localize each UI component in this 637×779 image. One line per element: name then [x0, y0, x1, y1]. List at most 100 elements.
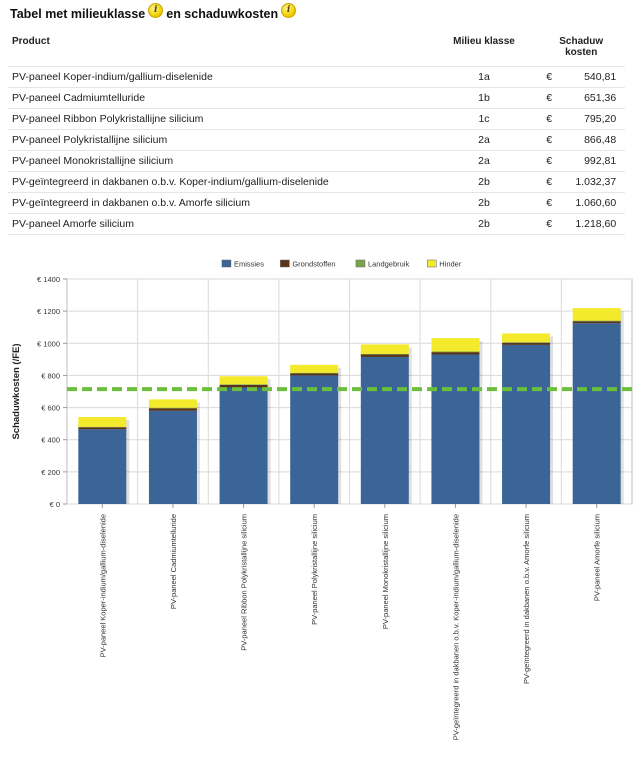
chart-plot-area: € 0 € 200 € 400 € 600 € 800 € 1000 € 1200 € 140…: [11, 275, 633, 740]
x-tick-label: PV-paneel Amorfe silicium: [593, 514, 602, 601]
bar-emissies: [148, 410, 197, 504]
info-icon-2[interactable]: i: [281, 2, 297, 18]
x-tick-label: PV-geïntegreerd in dakbanen o.b.v. Koper…: [451, 514, 460, 740]
bar-hinder: [78, 417, 127, 427]
x-tick-label: PV-paneel Ribbon Polykristallijne silici…: [240, 514, 249, 651]
row-class: 2b: [430, 171, 538, 193]
bar-landgebruik: [148, 407, 197, 409]
bar-grondstoffen: [148, 408, 197, 411]
table-row: PV-paneel Ribbon Polykristallijne silici…: [8, 108, 625, 130]
bar-grondstoffen: [219, 384, 268, 388]
currency-symbol: €: [546, 197, 553, 209]
column-header-cost: Schaduw kosten: [537, 30, 625, 67]
currency-symbol: €: [546, 134, 553, 146]
legend-label: Grondstoffen: [292, 260, 335, 269]
legend-label: Landgebruik: [368, 260, 410, 269]
row-class: 2b: [430, 213, 538, 235]
row-product: PV-paneel Koper-indium/gallium-diselenid…: [8, 66, 431, 88]
x-tick-label: PV-geïntegreerd in dakbanen o.b.v. Amorf…: [522, 514, 531, 684]
cost-value: 1.032,37: [575, 176, 617, 188]
currency-symbol: €: [546, 155, 553, 167]
table-row: PV-geïntegreerd in dakbanen o.b.v. Amorf…: [8, 192, 625, 214]
y-tick-label: € 600: [41, 404, 60, 413]
legend-swatch: [427, 259, 437, 268]
bar-grondstoffen: [360, 354, 409, 357]
bar-landgebruik: [431, 351, 480, 353]
bar-grondstoffen: [431, 352, 480, 355]
row-class: 2a: [430, 129, 538, 151]
title-part1: Tabel met milieuklasse: [10, 7, 146, 21]
cost-value: 540,81: [584, 71, 617, 83]
row-cost: €1.218,60: [537, 213, 625, 235]
row-class: 1b: [430, 87, 538, 109]
y-tick-label: € 400: [41, 436, 60, 445]
bar-landgebruik: [360, 353, 409, 355]
milieuklasse-table: Product Milieu klasse Schaduw kosten PV-…: [8, 30, 625, 235]
currency-symbol: €: [546, 176, 553, 188]
bar-emissies: [219, 387, 268, 504]
bar-landgebruik: [290, 372, 339, 374]
table-row: PV-paneel Amorfe silicium 2b €1.218,60: [8, 213, 625, 235]
bar-emissies: [572, 323, 621, 504]
bar-hinder: [360, 344, 409, 354]
bar-landgebruik: [572, 320, 621, 322]
row-cost: €540,81: [537, 66, 625, 88]
row-cost: €795,20: [537, 108, 625, 130]
bar-emissies: [360, 356, 409, 504]
row-class: 1a: [430, 66, 538, 88]
x-tick-label: PV-paneel Polykristallijne silicium: [310, 514, 319, 625]
bar-landgebruik: [219, 384, 268, 385]
bar-hinder: [148, 399, 197, 408]
table-row: PV-paneel Cadmiumtelluride 1b €651,36: [8, 87, 625, 109]
bar-grondstoffen: [290, 373, 339, 376]
row-product: PV-paneel Monokristallijne silicium: [8, 150, 431, 172]
table-row: PV-paneel Polykristallijne silicium 2a €86…: [8, 129, 625, 151]
row-product: PV-geïntegreerd in dakbanen o.b.v. Amorf…: [8, 192, 431, 214]
shadow-cost-chart: Emissies Grondstoffen Landgebruik Hinder € …: [11, 259, 633, 740]
table-header-row: Product Milieu klasse Schaduw kosten: [8, 30, 625, 67]
bar-grondstoffen: [502, 342, 551, 345]
cost-value: 1.218,60: [575, 218, 617, 230]
legend-label: Emissies: [234, 260, 264, 269]
table-row: PV-geïntegreerd in dakbanen o.b.v. Koper…: [8, 171, 625, 193]
bar-landgebruik: [502, 342, 551, 343]
currency-symbol: €: [546, 113, 553, 125]
row-product: PV-paneel Amorfe silicium: [8, 213, 431, 235]
bar-hinder: [502, 333, 551, 343]
cost-value: 651,36: [584, 92, 617, 104]
bar-grondstoffen: [572, 321, 621, 324]
legend-swatch: [221, 259, 232, 268]
currency-symbol: €: [546, 92, 553, 104]
cost-header-line1: Schaduw: [559, 36, 604, 47]
bar-emissies: [502, 344, 551, 504]
row-cost: €1.032,37: [537, 171, 625, 193]
legend-swatch: [280, 259, 290, 268]
y-tick-label: € 200: [41, 468, 60, 477]
bar-emissies: [78, 429, 127, 504]
row-cost: €1.060,60: [537, 192, 625, 214]
bar-hinder: [290, 364, 339, 373]
row-product: PV-paneel Ribbon Polykristallijne silici…: [8, 108, 431, 130]
row-product: PV-paneel Polykristallijne silicium: [8, 129, 431, 151]
legend-swatch: [355, 259, 366, 268]
bar-emissies: [290, 375, 339, 504]
chart-legend: Emissies Grondstoffen Landgebruik Hinder: [221, 259, 462, 269]
cost-value: 1.060,60: [575, 197, 617, 209]
bar-hinder: [431, 338, 480, 352]
row-cost: €866,48: [537, 129, 625, 151]
row-cost: €651,36: [537, 87, 625, 109]
x-tick-label: PV-paneel Koper-indium/gallium-diselenid…: [98, 514, 107, 657]
currency-symbol: €: [546, 71, 553, 83]
table-title: Tabel met milieuklasse i en schaduwkoste…: [10, 2, 299, 24]
info-icon[interactable]: i: [148, 2, 164, 18]
column-header-product: Product: [8, 30, 431, 67]
cost-header-line2: kosten: [565, 47, 598, 58]
bar-emissies: [431, 354, 480, 504]
y-tick-label: € 1200: [37, 307, 60, 316]
row-cost: €992,81: [537, 150, 625, 172]
legend-label: Hinder: [439, 260, 462, 269]
table-row: PV-paneel Koper-indium/gallium-diselenid…: [8, 66, 625, 88]
y-tick-label: € 0: [50, 500, 60, 509]
currency-symbol: €: [546, 218, 553, 230]
y-tick-label: € 800: [41, 371, 60, 380]
